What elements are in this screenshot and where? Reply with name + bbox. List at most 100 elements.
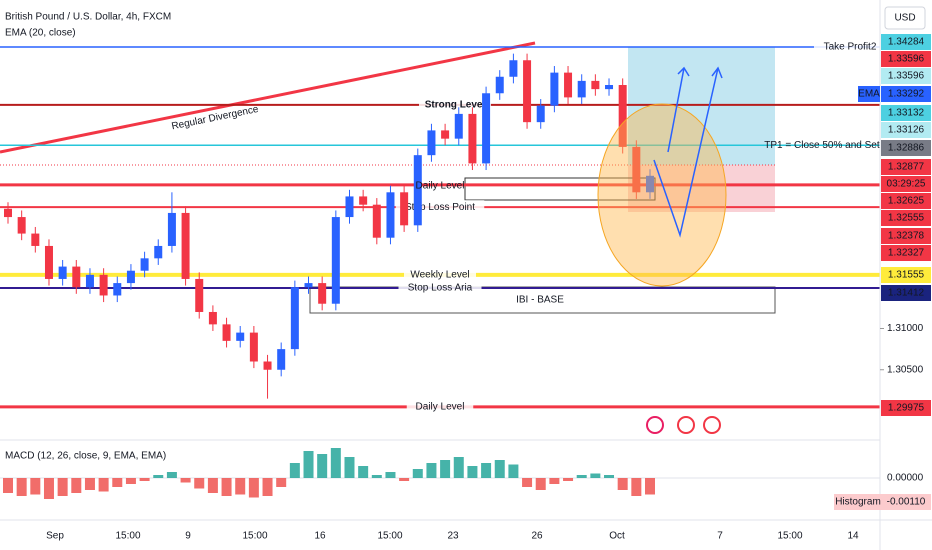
macd-bar: [385, 472, 396, 478]
macd-bar: [371, 475, 382, 478]
hist-name: Histogram: [835, 497, 881, 508]
x-tick-label: 9: [185, 531, 191, 542]
x-tick-label: 26: [531, 531, 543, 542]
event-icon[interactable]: [703, 416, 721, 434]
macd-bar: [494, 460, 505, 478]
macd-bar: [166, 472, 177, 478]
level-label-bg: [814, 40, 886, 55]
arrow-head-1: [677, 66, 690, 77]
price-tag-label: 1.32555: [888, 213, 925, 224]
candle-body: [72, 266, 81, 288]
price-tag: [881, 122, 931, 138]
ema-tag-label: EMA: [858, 89, 880, 100]
macd-bar: [508, 464, 519, 478]
macd-bar: [535, 478, 546, 490]
candle-body: [44, 245, 53, 279]
price-tag-label: 1.33292: [888, 89, 925, 100]
candle-body: [564, 72, 573, 98]
price-tag-label: 1.32625: [888, 196, 925, 207]
candle-body: [99, 274, 108, 296]
price-tag: [881, 86, 931, 102]
price-tag: [881, 210, 931, 226]
price-tag-label: 1.32327: [888, 248, 925, 259]
macd-bar: [112, 478, 123, 487]
symbol-title: British Pound / U.S. Dollar, 4h, FXCM: [5, 12, 171, 23]
level-label: TP1 = Close 50% and Set BE: [764, 140, 896, 151]
x-tick-label: 14: [847, 531, 859, 542]
arrow-up-1: [667, 67, 685, 153]
macd-bar: [453, 457, 464, 478]
macd-bar: [399, 478, 410, 481]
candle-body: [4, 208, 12, 218]
price-tag: [881, 400, 931, 416]
x-tick-label: 7: [717, 531, 723, 542]
macd-bar: [440, 460, 451, 478]
price-tag: [881, 245, 931, 261]
macd-bar: [344, 457, 355, 478]
candle-body: [591, 80, 600, 90]
candle-body: [646, 175, 654, 193]
candle-body: [577, 80, 586, 98]
level-label: Stop Loss Aria: [408, 283, 473, 294]
y-tick-label: 1.30500: [887, 364, 924, 375]
candle-body: [441, 130, 450, 139]
price-tag: [881, 51, 931, 67]
macd-bar: [604, 475, 615, 478]
macd-bar: [16, 478, 27, 496]
macd-bar: [3, 478, 13, 493]
event-icon[interactable]: [677, 416, 695, 434]
level-label: Strong Level: [425, 99, 486, 110]
hist-value: -0.00110: [887, 497, 926, 508]
candle-body: [536, 105, 545, 123]
macd-bar: [412, 469, 423, 478]
macd-bar: [330, 448, 341, 478]
price-tag: [881, 267, 931, 283]
macd-bar: [645, 478, 655, 495]
level-label-bg: [406, 399, 474, 414]
macd-bar: [467, 466, 478, 478]
x-tick-label: 15:00: [377, 531, 402, 542]
macd-bar: [617, 478, 628, 490]
x-tick-label: 15:00: [115, 531, 140, 542]
candle-body: [167, 212, 176, 246]
base-box: [309, 286, 776, 314]
level-label: Daily Level: [416, 402, 465, 413]
candle-body: [386, 192, 395, 238]
range-box: [464, 177, 656, 201]
candle-body: [468, 113, 477, 164]
price-tag-label: 1.31412: [888, 288, 925, 299]
candle-body: [113, 283, 122, 296]
price-tag: [881, 176, 931, 192]
candle-body: [85, 274, 94, 288]
level-label-bg: [404, 267, 476, 282]
currency[interactable]: USD: [894, 13, 915, 24]
price-tag-label: 1.32877: [888, 162, 925, 173]
macd-zero-label: 0.00000: [887, 473, 924, 484]
candle-body: [126, 270, 135, 284]
candle-body: [31, 233, 40, 246]
candle-body: [632, 146, 641, 193]
x-tick-label: Oct: [609, 531, 625, 542]
price-tag: [881, 159, 931, 175]
arrow-head-2: [711, 66, 723, 79]
candle-body: [263, 361, 272, 370]
x-tick-label: 16: [314, 531, 326, 542]
candle-body: [17, 217, 26, 234]
macd-bar: [276, 478, 287, 487]
macd-bar: [262, 478, 273, 496]
macd-bar: [98, 478, 109, 492]
price-tag: [881, 34, 931, 50]
event-icon[interactable]: [646, 416, 664, 434]
price-tag: [881, 105, 931, 121]
price-tag-label: 1.31555: [888, 270, 925, 281]
level-label: Stop Loss Point: [405, 202, 475, 213]
x-tick-label: 23: [447, 531, 459, 542]
macd-bar: [631, 478, 642, 496]
level-label-bg: [419, 97, 491, 112]
candle-body: [277, 349, 286, 370]
macd-bar: [576, 475, 587, 478]
candle-body: [605, 85, 614, 90]
currency-button[interactable]: [884, 6, 926, 30]
macd-bar: [84, 478, 95, 490]
macd-bar: [57, 478, 68, 496]
